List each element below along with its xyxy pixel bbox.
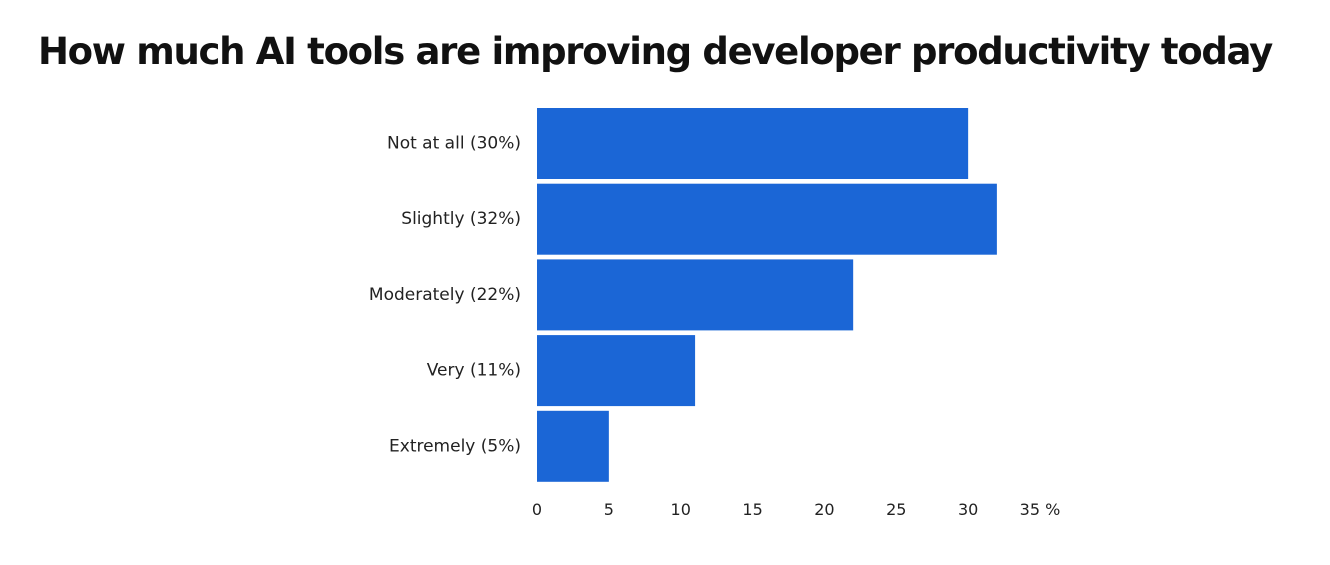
x-tick-label-7: 35 % <box>1020 500 1061 519</box>
bar-1 <box>537 183 997 255</box>
x-tick-label-6: 30 <box>958 500 978 519</box>
x-tick-label-0: 0 <box>532 500 542 519</box>
bar-2 <box>537 259 854 331</box>
bar-4 <box>537 410 609 482</box>
x-tick-label-5: 25 <box>886 500 906 519</box>
category-label-2: Moderately (22%) <box>369 285 521 305</box>
x-axis-tick-labels: 0 5 10 15 20 25 30 35 % <box>532 500 1060 519</box>
category-label-3: Very (11%) <box>427 361 521 381</box>
category-label-1: Slightly (32%) <box>401 209 521 229</box>
x-tick-label-1: 5 <box>604 500 614 519</box>
chart-title: How much AI tools are improving develope… <box>38 30 1273 73</box>
bar-3 <box>537 335 696 407</box>
x-tick-label-4: 20 <box>814 500 834 519</box>
x-tick-label-3: 15 <box>742 500 762 519</box>
category-label-4: Extremely (5%) <box>389 436 521 456</box>
bar-0 <box>537 108 969 179</box>
bars-group <box>537 108 997 482</box>
category-label-0: Not at all (30%) <box>387 134 521 154</box>
category-labels: Not at all (30%) Slightly (32%) Moderately… <box>369 134 521 457</box>
x-tick-label-2: 10 <box>671 500 691 519</box>
